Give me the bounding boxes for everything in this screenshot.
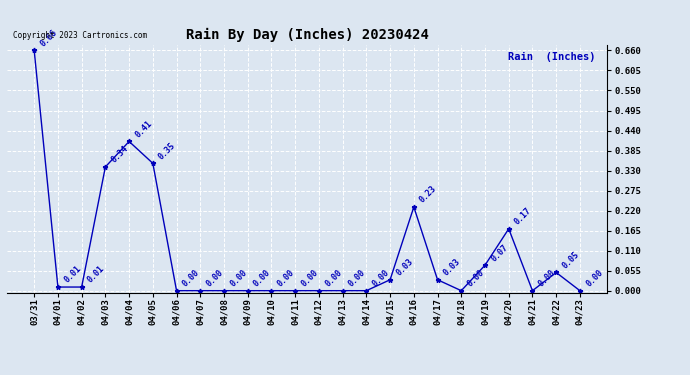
Text: 0.00: 0.00 [181,268,201,288]
Text: 0.34: 0.34 [110,144,130,165]
Text: 0.00: 0.00 [252,268,273,288]
Text: 0.00: 0.00 [299,268,320,288]
Text: 0.00: 0.00 [371,268,391,288]
Text: 0.00: 0.00 [323,268,344,288]
Text: 0.00: 0.00 [466,268,486,288]
Text: 0.23: 0.23 [418,184,439,205]
Text: 0.03: 0.03 [394,257,415,278]
Text: 0.01: 0.01 [86,264,106,285]
Text: 0.00: 0.00 [584,268,604,288]
Text: 0.03: 0.03 [442,257,462,278]
Text: Copyright 2023 Cartronics.com: Copyright 2023 Cartronics.com [13,32,147,40]
Title: Rain By Day (Inches) 20230424: Rain By Day (Inches) 20230424 [186,28,428,42]
Text: 0.17: 0.17 [513,206,533,226]
Text: 0.07: 0.07 [489,243,510,263]
Text: 0.35: 0.35 [157,141,177,161]
Text: 0.00: 0.00 [204,268,225,288]
Text: 0.00: 0.00 [228,268,248,288]
Text: 0.05: 0.05 [560,250,581,270]
Text: 0.01: 0.01 [62,264,83,285]
Text: 0.00: 0.00 [275,268,296,288]
Text: 0.00: 0.00 [537,268,557,288]
Text: 0.41: 0.41 [133,119,154,139]
Text: 0.66: 0.66 [39,28,59,48]
Text: 0.00: 0.00 [347,268,367,288]
Text: Rain  (Inches): Rain (Inches) [508,53,595,63]
